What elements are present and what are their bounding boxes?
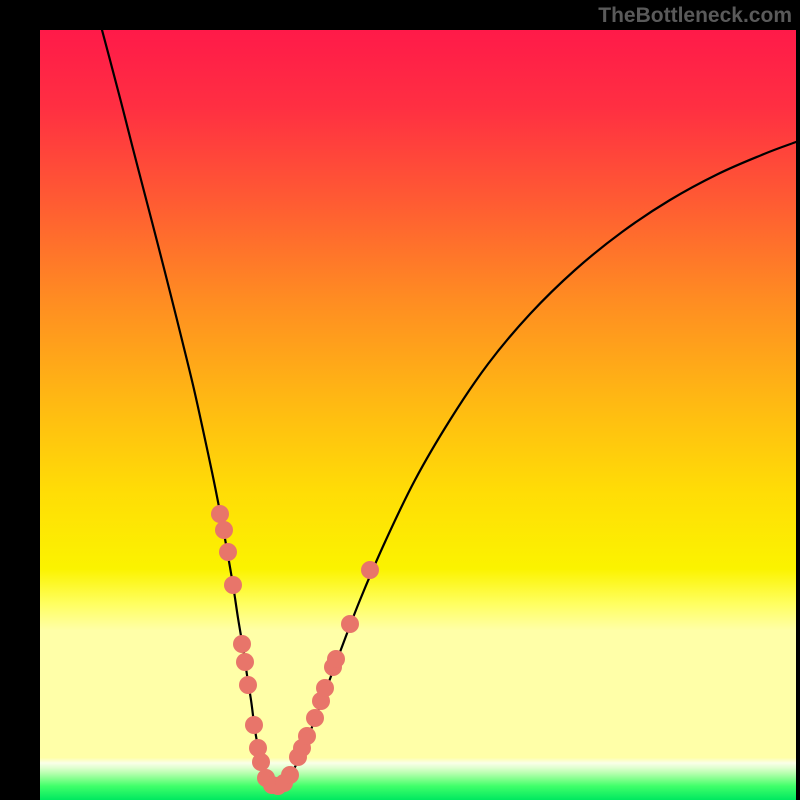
data-marker: [361, 561, 379, 579]
chart-svg: [40, 30, 796, 800]
data-marker: [239, 676, 257, 694]
data-marker: [252, 753, 270, 771]
left-curve: [102, 30, 276, 787]
watermark-text: TheBottleneck.com: [598, 4, 792, 28]
data-marker: [316, 679, 334, 697]
data-marker: [298, 727, 316, 745]
data-marker: [219, 543, 237, 561]
data-marker: [236, 653, 254, 671]
data-marker: [341, 615, 359, 633]
data-marker: [211, 505, 229, 523]
plot-area: [40, 30, 796, 800]
data-marker: [233, 635, 251, 653]
data-marker: [245, 716, 263, 734]
right-curve: [276, 142, 796, 787]
data-marker: [281, 766, 299, 784]
data-marker: [215, 521, 233, 539]
data-marker: [306, 709, 324, 727]
data-marker: [327, 650, 345, 668]
data-marker: [224, 576, 242, 594]
